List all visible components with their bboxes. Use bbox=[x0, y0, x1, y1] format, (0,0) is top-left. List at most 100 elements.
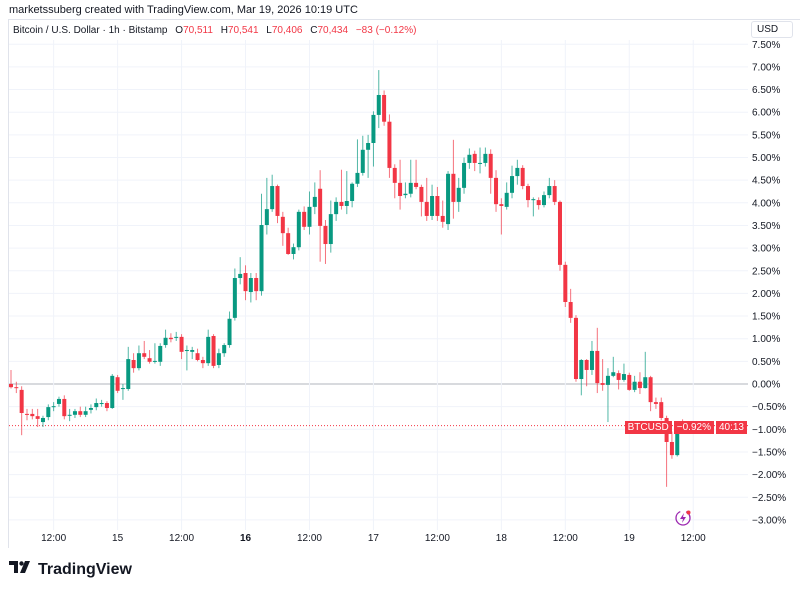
candle bbox=[264, 177, 269, 235]
x-tick-label: 15 bbox=[112, 533, 124, 544]
high-value: 70,541 bbox=[227, 25, 259, 36]
candle bbox=[392, 164, 397, 199]
candle-body bbox=[291, 247, 296, 254]
x-tick-label: 17 bbox=[368, 533, 380, 544]
candle-body bbox=[573, 317, 578, 380]
candle bbox=[35, 408, 40, 428]
candle bbox=[579, 359, 584, 396]
candle bbox=[430, 184, 435, 221]
candle-body bbox=[318, 188, 323, 226]
candle-body bbox=[88, 408, 93, 410]
currency-button[interactable]: USD bbox=[751, 21, 793, 38]
candle-body bbox=[168, 337, 173, 340]
candle-body bbox=[142, 353, 147, 357]
candle bbox=[110, 374, 115, 409]
candle-body bbox=[472, 153, 477, 163]
symbol-title[interactable]: Bitcoin / U.S. Dollar · 1h · Bitstamp bbox=[13, 25, 168, 36]
candle-body bbox=[494, 177, 499, 205]
candle-body bbox=[621, 374, 626, 380]
candle bbox=[126, 346, 131, 391]
candle-body bbox=[99, 403, 104, 405]
candle bbox=[158, 343, 163, 366]
candle bbox=[600, 359, 605, 391]
candle-body bbox=[547, 186, 552, 196]
y-tick-label: 2.50% bbox=[752, 266, 780, 277]
candle-body bbox=[462, 162, 467, 188]
y-tick-label: 3.00% bbox=[752, 244, 780, 255]
candle-body bbox=[669, 441, 674, 456]
candle-body bbox=[557, 201, 562, 265]
candle-body bbox=[35, 416, 40, 419]
candle bbox=[206, 329, 211, 366]
candle bbox=[531, 197, 536, 217]
open-label: O bbox=[175, 25, 184, 36]
candle-body bbox=[605, 375, 610, 385]
candle-body bbox=[67, 414, 72, 416]
candle bbox=[238, 257, 243, 285]
candle bbox=[190, 346, 195, 360]
candle bbox=[557, 200, 562, 271]
candle-body bbox=[398, 182, 403, 197]
candle bbox=[270, 174, 275, 212]
candle-body bbox=[595, 350, 600, 384]
y-tick-label: 3.50% bbox=[752, 221, 780, 232]
y-tick-label: −3.00% bbox=[752, 515, 786, 526]
candle-body bbox=[419, 186, 424, 202]
candle bbox=[451, 139, 456, 219]
high-label: H bbox=[220, 25, 228, 36]
lightning-icon[interactable] bbox=[674, 509, 692, 527]
candle bbox=[30, 408, 35, 420]
open-value: 70,511 bbox=[183, 25, 213, 36]
candle-body bbox=[456, 187, 461, 202]
chart-frame bbox=[8, 19, 800, 548]
candle-body bbox=[451, 173, 456, 202]
candle bbox=[83, 406, 88, 418]
x-tick-label: 12:00 bbox=[425, 533, 450, 544]
candle bbox=[323, 220, 328, 264]
x-tick-label: 12:00 bbox=[297, 533, 322, 544]
candle bbox=[152, 343, 157, 364]
candle bbox=[515, 159, 520, 185]
candle-body bbox=[302, 211, 307, 227]
candle bbox=[46, 404, 51, 421]
y-tick-label: 6.50% bbox=[752, 85, 780, 96]
candle bbox=[605, 368, 610, 423]
x-tick-label: 16 bbox=[240, 533, 252, 544]
candle bbox=[526, 183, 531, 208]
candle-body bbox=[611, 372, 616, 376]
candle-body bbox=[232, 277, 237, 318]
y-tick-label: 5.00% bbox=[752, 153, 780, 164]
candle bbox=[94, 398, 99, 411]
candle-body bbox=[350, 183, 355, 201]
candle bbox=[595, 327, 600, 394]
candle bbox=[424, 177, 429, 221]
price-change-percent: −0.92% bbox=[673, 421, 714, 434]
candle-body bbox=[568, 302, 573, 318]
candle-body bbox=[632, 381, 637, 390]
candle bbox=[307, 191, 312, 235]
candle-body bbox=[115, 377, 120, 391]
y-tick-label: 5.50% bbox=[752, 130, 780, 141]
candle-body bbox=[446, 173, 451, 225]
candle-body bbox=[286, 233, 291, 254]
candle bbox=[168, 333, 173, 343]
y-tick-label: 1.50% bbox=[752, 312, 780, 323]
candle bbox=[648, 375, 653, 412]
candle-body bbox=[526, 186, 531, 201]
tradingview-branding[interactable]: TradingView bbox=[9, 560, 132, 579]
candle-body bbox=[435, 196, 440, 216]
candle bbox=[312, 182, 317, 215]
x-tick-label: 12:00 bbox=[553, 533, 578, 544]
candle bbox=[398, 159, 403, 210]
candle bbox=[510, 165, 515, 199]
candle-body bbox=[424, 201, 429, 216]
candle-body bbox=[270, 186, 275, 210]
candle bbox=[547, 177, 552, 199]
candle-body bbox=[307, 206, 312, 227]
candle-body bbox=[227, 318, 232, 346]
candle bbox=[291, 243, 296, 260]
candle bbox=[494, 170, 499, 212]
x-tick-label: 18 bbox=[496, 533, 508, 544]
candle-body bbox=[344, 200, 349, 206]
